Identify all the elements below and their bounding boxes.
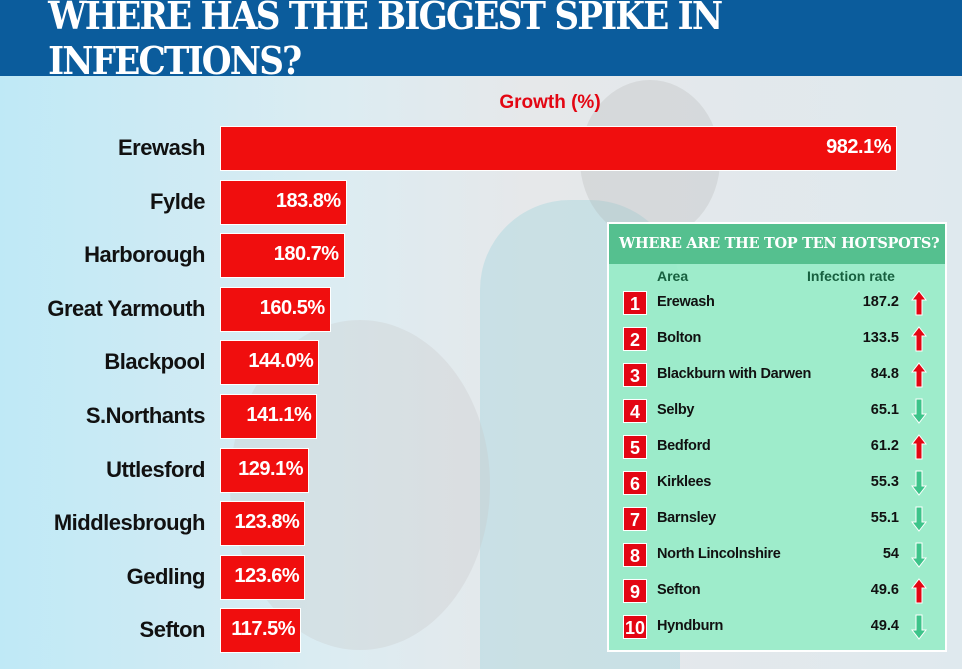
infection-rate: 55.3 xyxy=(870,474,899,490)
bar xyxy=(220,179,347,225)
category-label: Uttlesford xyxy=(106,456,205,482)
data-label: 123.8% xyxy=(234,511,300,534)
data-label: 141.1% xyxy=(246,404,312,426)
rank-badge: 6 xyxy=(623,471,647,495)
rank-badge: 7 xyxy=(623,507,647,531)
area-name: Sefton xyxy=(657,582,701,598)
infection-rate: 49.4 xyxy=(870,618,899,634)
data-label: 129.1% xyxy=(238,457,303,480)
data-label: 180.7% xyxy=(273,243,339,266)
data-label: 117.5% xyxy=(231,618,295,641)
arrow-up-icon xyxy=(911,434,927,460)
arrow-up-icon xyxy=(911,578,927,604)
data-label: 144.0% xyxy=(248,350,314,373)
table-row: 4 Selby 65.1 xyxy=(609,397,945,427)
category-label: Sefton xyxy=(139,617,206,643)
rank-badge: 2 xyxy=(623,327,647,351)
area-name: Erewash xyxy=(657,294,715,310)
arrow-up-icon xyxy=(911,326,927,352)
table-row: 10 Hyndburn 49.4 xyxy=(609,613,945,643)
infection-rate: 55.1 xyxy=(870,510,899,526)
table-row: 1 Erewash 187.2 xyxy=(609,289,945,319)
arrow-down-icon xyxy=(911,506,927,532)
category-label: Great Yarmouth xyxy=(47,295,205,321)
table-row: 3 Blackburn with Darwen 84.8 xyxy=(609,361,945,391)
data-label: 160.5% xyxy=(259,296,325,319)
data-label: 123.6% xyxy=(234,564,300,587)
category-label: Middlesbrough xyxy=(53,510,206,536)
bar xyxy=(220,608,301,654)
arrow-up-icon xyxy=(911,290,927,316)
bar xyxy=(220,554,306,600)
rank-badge: 9 xyxy=(623,579,647,603)
infection-rate: 61.2 xyxy=(870,438,899,454)
bar xyxy=(220,447,309,493)
category-label: Erewash xyxy=(118,135,206,160)
infection-rate: 49.6 xyxy=(870,582,899,598)
category-label: Blackpool xyxy=(104,349,205,375)
table-title: WHERE ARE THE TOP TEN HOTSPOTS? xyxy=(609,224,945,264)
area-name: Hyndburn xyxy=(657,618,724,634)
page-title-banner: WHERE HAS THE BIGGEST SPIKE IN INFECTION… xyxy=(0,0,962,83)
rank-badge: 1 xyxy=(623,291,647,315)
bar xyxy=(220,501,306,547)
infection-rate: 54 xyxy=(882,546,899,562)
area-name: Blackburn with Darwen xyxy=(657,366,812,382)
table-row: 7 Barnsley 55.1 xyxy=(609,505,945,535)
bar xyxy=(220,286,331,332)
table-row: 2 Bolton 133.5 xyxy=(609,325,945,355)
table-row: 9 Sefton 49.6 xyxy=(609,577,945,607)
arrow-down-icon xyxy=(911,398,927,424)
table-row: 8 North Lincolnshire 54 xyxy=(609,541,945,571)
axis-title: Growth (%) xyxy=(499,92,601,113)
area-name: Kirklees xyxy=(657,474,712,490)
arrow-down-icon xyxy=(911,470,927,496)
bar xyxy=(220,233,345,279)
rank-badge: 5 xyxy=(623,435,647,459)
area-name: North Lincolnshire xyxy=(657,546,781,562)
infection-rate: 187.2 xyxy=(862,294,899,310)
area-name: Bolton xyxy=(657,330,702,346)
hotspots-table: WHERE ARE THE TOP TEN HOTSPOTS? Area Inf… xyxy=(607,222,947,652)
area-name: Bedford xyxy=(657,438,711,454)
table-row: 6 Kirklees 55.3 xyxy=(609,469,945,499)
bar xyxy=(220,340,320,386)
category-label: Harborough xyxy=(84,242,205,268)
bar xyxy=(220,126,897,171)
page-title: WHERE HAS THE BIGGEST SPIKE IN INFECTION… xyxy=(48,0,723,83)
infection-rate: 84.8 xyxy=(870,366,899,382)
data-label: 183.8% xyxy=(275,189,341,212)
arrow-down-icon xyxy=(911,542,927,568)
rank-badge: 8 xyxy=(623,543,647,567)
category-label: S.Northants xyxy=(85,403,206,428)
arrow-up-icon xyxy=(911,362,927,388)
infection-rate: 133.5 xyxy=(862,330,899,346)
category-label: Fylde xyxy=(150,188,205,214)
bar xyxy=(220,394,318,439)
category-label: Gedling xyxy=(126,563,206,589)
area-name: Barnsley xyxy=(657,510,716,526)
rank-badge: 10 xyxy=(623,615,647,639)
area-name: Selby xyxy=(657,402,695,418)
data-label: 982.1% xyxy=(826,136,891,158)
infection-rate: 65.1 xyxy=(870,402,899,418)
arrow-down-icon xyxy=(911,614,927,640)
column-header-rate: Infection rate xyxy=(807,268,895,284)
column-header-area: Area xyxy=(657,268,689,284)
rank-badge: 4 xyxy=(623,399,647,423)
table-row: 5 Bedford 61.2 xyxy=(609,433,945,463)
rank-badge: 3 xyxy=(623,363,647,387)
